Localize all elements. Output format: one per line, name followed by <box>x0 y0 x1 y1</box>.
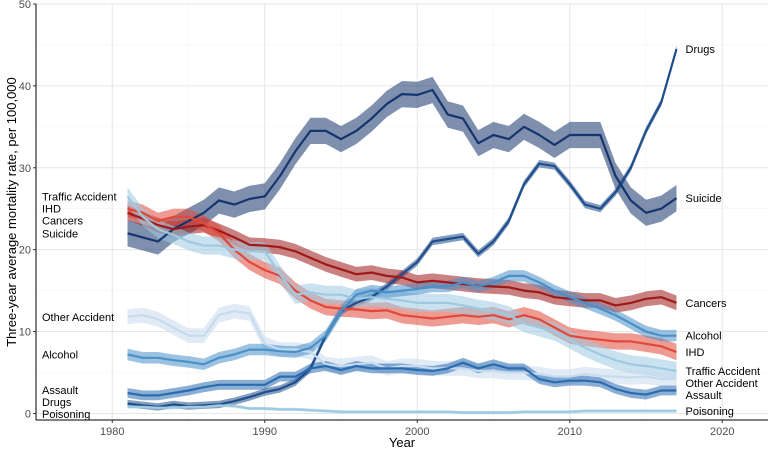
right-label-cancers: Cancers <box>686 298 727 310</box>
left-label-drugs: Drugs <box>42 397 72 409</box>
poisoning-line <box>127 404 677 414</box>
other-accident-line <box>127 310 677 381</box>
left-label-assault: Assault <box>42 385 78 397</box>
right-label-drugs: Drugs <box>686 44 716 56</box>
right-label-poisoning: Poisoning <box>686 406 734 418</box>
right-label-ihd: IHD <box>686 347 705 359</box>
left-label-suicide: Suicide <box>42 228 78 240</box>
x-tick-label: 2000 <box>405 426 429 438</box>
x-tick-labels: 1980 1990 2000 2010 2020 <box>100 420 734 438</box>
traffic-accident-line <box>126 195 677 372</box>
x-tick-label: 2010 <box>558 426 582 438</box>
y-tick-label: 10 <box>19 327 31 339</box>
y-tick-labels: 0 10 20 30 40 50 <box>19 0 36 420</box>
y-tick-label: 30 <box>19 163 31 175</box>
alcohol-line <box>127 274 677 366</box>
right-label-other-accident: Other Accident <box>686 378 758 390</box>
right-label-alcohol: Alcohol <box>686 331 722 343</box>
right-label-assault: Assault <box>686 390 722 402</box>
right-label-traffic-accident: Traffic Accident <box>686 366 761 378</box>
y-tick-label: 0 <box>25 408 31 420</box>
x-tick-label: 1980 <box>100 426 124 438</box>
right-label-suicide: Suicide <box>686 193 722 205</box>
y-tick-label: 20 <box>19 245 31 257</box>
x-tick-label: 1990 <box>253 426 277 438</box>
assault-band <box>127 357 677 401</box>
left-label-ihd: IHD <box>42 204 61 216</box>
left-label-alcohol: Alcohol <box>42 349 78 361</box>
left-label-cancers: Cancers <box>42 216 83 228</box>
traffic-accident-band <box>127 187 677 380</box>
ihd-line <box>127 207 677 354</box>
y-axis-title: Three-year average mortality rate, per 1… <box>4 77 19 347</box>
y-tick-label: 40 <box>19 81 31 93</box>
x-tick-label: 2020 <box>710 426 734 438</box>
axes <box>35 4 768 421</box>
alcohol-band <box>127 270 677 370</box>
x-axis-title: Year <box>389 435 416 450</box>
grid-lines <box>35 3 768 420</box>
y-tick-label: 50 <box>19 0 31 11</box>
suicide-line <box>127 88 678 243</box>
left-label-poisoning: Poisoning <box>42 409 90 421</box>
left-label-traffic-accident: Traffic Accident <box>42 191 117 203</box>
assault-line <box>127 361 677 397</box>
left-label-other-accident: Other Accident <box>42 312 114 324</box>
series-lines <box>126 48 678 414</box>
right-series-labels: Drugs Suicide Cancers Alcohol IHD Traffic Acc… <box>686 44 761 418</box>
cancers-line <box>127 211 677 307</box>
